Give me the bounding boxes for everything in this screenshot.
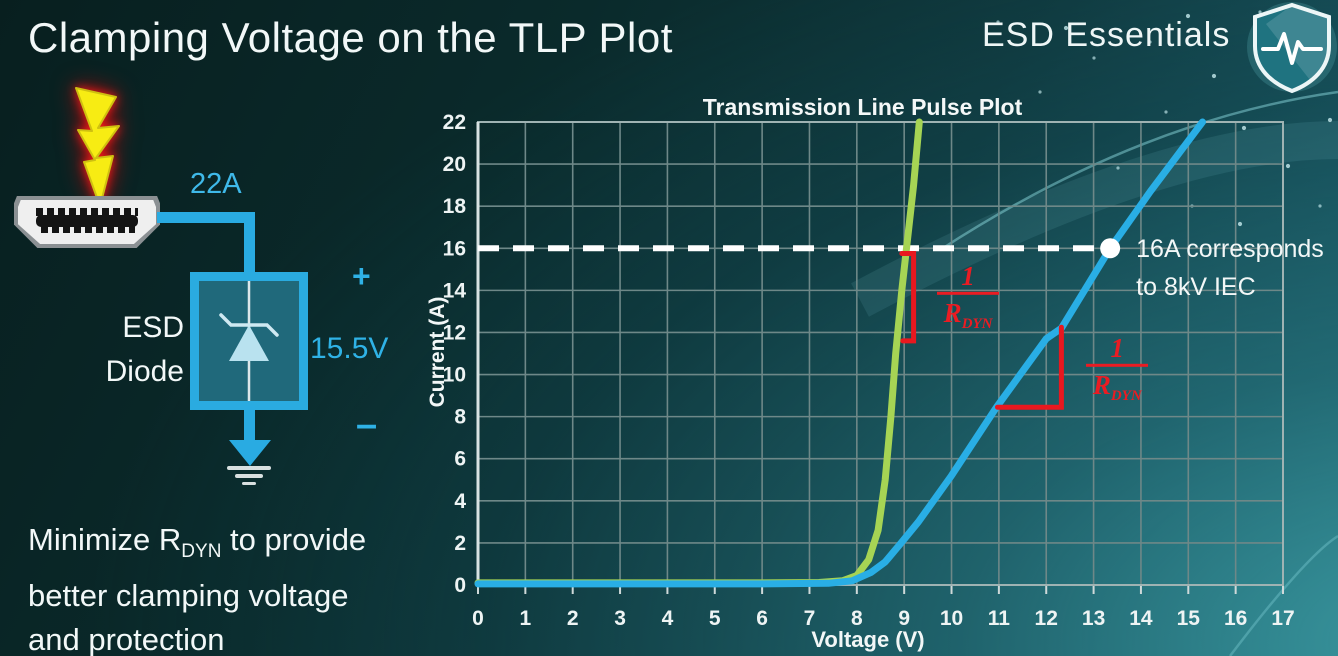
- y-tick-label: 8: [454, 406, 466, 429]
- clamp-voltage-label: 15.5V: [310, 332, 389, 365]
- x-tick-label: 10: [940, 607, 963, 630]
- note-line1: Minimize RDYN to provide: [28, 522, 367, 563]
- x-tick-label: 6: [756, 607, 768, 630]
- x-tick-label: 1: [520, 607, 532, 630]
- y-tick-label: 20: [443, 153, 466, 176]
- x-tick-label: 5: [709, 607, 721, 630]
- y-tick-label: 14: [443, 279, 467, 302]
- y-tick-label: 4: [454, 490, 466, 513]
- device-label-line1: ESD: [122, 311, 184, 344]
- star-icon: [1318, 204, 1322, 208]
- star-icon: [1241, 125, 1247, 131]
- note-line2: better clamping voltage: [28, 578, 349, 614]
- ground-wire: [244, 406, 255, 442]
- y-tick-label: 6: [454, 448, 466, 471]
- star-icon: [1116, 166, 1120, 170]
- threshold-marker-label: 16A corresponds to 8kV IEC: [1136, 235, 1324, 302]
- polarity-plus-label: +: [352, 258, 371, 294]
- lightning-bolt-icon: [75, 87, 120, 207]
- x-tick-label: 4: [662, 607, 674, 630]
- takeaway-note: Minimize RDYN to provide better clamping…: [28, 518, 366, 656]
- rdyn-fraction-label: 1 RDYN: [1086, 335, 1149, 411]
- hdmi-connector-icon: [14, 196, 160, 248]
- zener-diode-icon: [219, 281, 279, 401]
- shield-logo-icon: [1246, 0, 1338, 95]
- x-tick-label: 3: [614, 607, 626, 630]
- green_curve_low_rdyn: [474, 118, 923, 587]
- rdyn-slope-bracket: [899, 251, 917, 344]
- surge-current-label: 22A: [190, 168, 242, 200]
- x-tick-label: 8: [851, 607, 863, 630]
- device-label-line2: Diode: [105, 355, 184, 388]
- y-tick-label: 16: [443, 237, 466, 260]
- x-axis-title: Voltage (V): [811, 627, 924, 652]
- y-tick-label: 22: [443, 111, 466, 134]
- rdyn-fraction-label: 1 RDYN: [937, 262, 1000, 339]
- star-icon: [1327, 117, 1333, 123]
- chart-title: Transmission Line Pulse Plot: [702, 94, 1023, 120]
- star-icon: [1092, 56, 1096, 60]
- hdmi-pins: [36, 208, 138, 236]
- brand-text: ESD Essentials: [982, 16, 1231, 54]
- x-tick-label: 2: [567, 607, 579, 630]
- y-tick-label: 2: [454, 532, 466, 555]
- y-axis-title: Current (A): [426, 297, 449, 408]
- polarity-minus-label: –: [356, 404, 378, 446]
- x-tick-label: 15: [1177, 607, 1201, 630]
- star-icon: [1164, 110, 1168, 114]
- rdyn-slope-bracket: [995, 324, 1064, 410]
- x-tick-label: 0: [472, 607, 484, 630]
- wire-horizontal: [157, 212, 255, 223]
- x-tick-label: 7: [804, 607, 816, 630]
- device-label: ESD Diode: [60, 306, 184, 394]
- esd-diode-box: [190, 272, 308, 410]
- threshold-marker-dot: [1100, 238, 1121, 259]
- y-tick-label: 18: [443, 195, 467, 218]
- star-icon: [1285, 163, 1291, 169]
- star-icon: [1237, 221, 1243, 227]
- x-tick-label: 11: [988, 607, 1011, 630]
- wire-vertical: [244, 212, 255, 274]
- x-tick-label: 9: [898, 607, 910, 630]
- y-tick-label: 0: [454, 574, 466, 597]
- ground-arrow-icon: [229, 440, 271, 466]
- note-line3: and protection: [28, 622, 225, 656]
- x-tick-label: 16: [1224, 607, 1247, 630]
- star-icon: [1211, 73, 1217, 79]
- star-icon: [1190, 204, 1194, 208]
- plot-border: [477, 121, 1284, 586]
- page-title: Clamping Voltage on the TLP Plot: [28, 14, 673, 61]
- x-tick-label: 13: [1082, 607, 1105, 630]
- y-tick-label: 10: [443, 364, 466, 387]
- y-tick-label: 12: [443, 321, 466, 344]
- x-tick-label: 12: [1035, 607, 1058, 630]
- x-tick-label: 14: [1129, 607, 1153, 630]
- x-tick-label: 17: [1271, 607, 1294, 630]
